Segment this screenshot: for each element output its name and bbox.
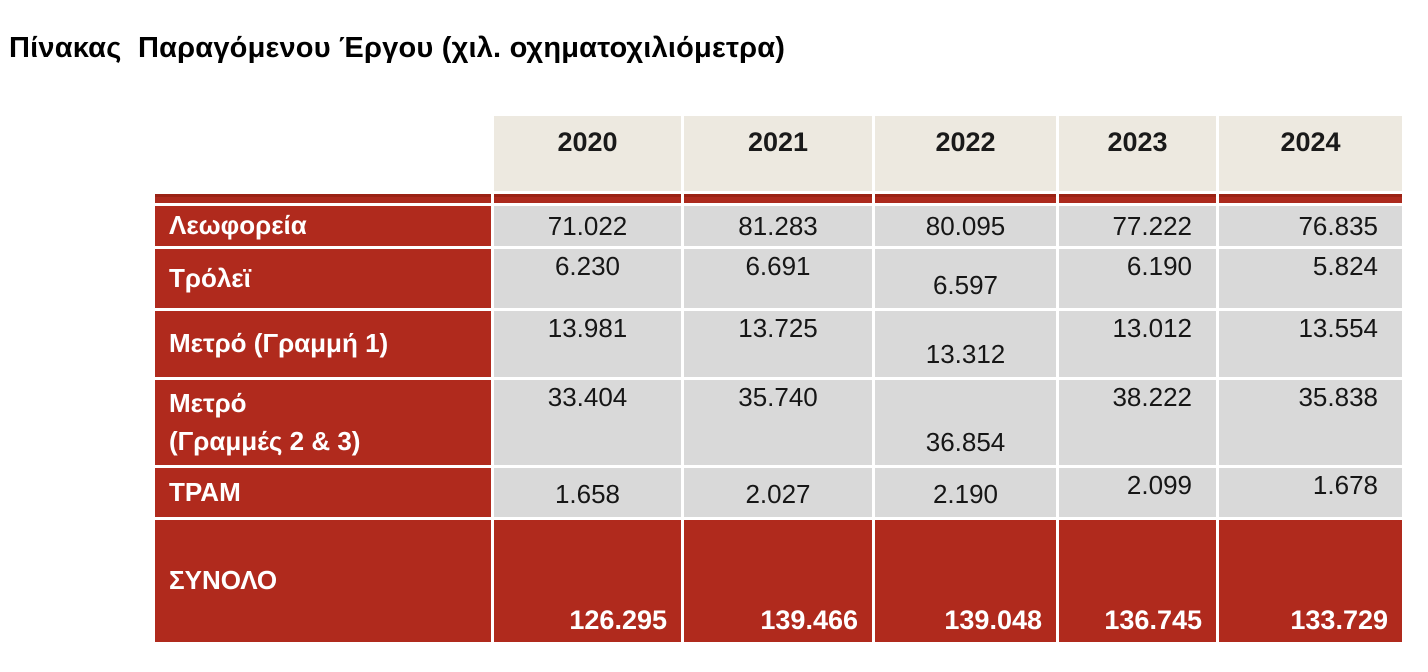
value-cell: 6.691 — [684, 249, 872, 308]
table-row-metro-lines23: Μετρό (Γραμμές 2 & 3) 33.404 35.740 36.8… — [155, 380, 1402, 465]
total-value-cell: 139.466 — [684, 520, 872, 642]
total-label: ΣΥΝΟΛΟ — [155, 520, 491, 642]
value-cell: 13.725 — [684, 311, 872, 377]
divider-bar-segment — [684, 194, 872, 203]
year-header: 2021 — [684, 116, 872, 191]
value-cell: 1.658 — [494, 468, 681, 517]
value-cell: 35.838 — [1219, 380, 1402, 465]
year-header: 2020 — [494, 116, 681, 191]
value-cell: 2.027 — [684, 468, 872, 517]
divider-bar-segment — [1219, 194, 1402, 203]
total-value-cell: 126.295 — [494, 520, 681, 642]
divider-bar — [155, 194, 1402, 203]
value-cell: 6.230 — [494, 249, 681, 308]
row-label: ΤΡΑΜ — [155, 468, 491, 517]
value-cell: 13.554 — [1219, 311, 1402, 377]
total-value-cell: 139.048 — [875, 520, 1056, 642]
year-header-row: 2020 2021 2022 2023 2024 — [155, 116, 1402, 191]
value-cell: 5.824 — [1219, 249, 1402, 308]
value-cell: 36.854 — [875, 380, 1056, 465]
value-cell: 33.404 — [494, 380, 681, 465]
value-cell: 6.190 — [1059, 249, 1216, 308]
header-spacer-cell — [155, 116, 491, 191]
value-cell: 80.095 — [875, 206, 1056, 246]
value-cell: 13.981 — [494, 311, 681, 377]
page-title: Πίνακας Παραγόμενου Έργου (χιλ. οχηματοχ… — [9, 32, 786, 64]
value-cell: 2.099 — [1059, 468, 1216, 517]
table-row-total: ΣΥΝΟΛΟ 126.295 139.466 139.048 136.745 1… — [155, 520, 1402, 642]
production-table: 2020 2021 2022 2023 2024 Λεωφορεία 71.02… — [152, 113, 1405, 645]
year-header: 2023 — [1059, 116, 1216, 191]
table-row-trolleys: Τρόλεϊ 6.230 6.691 6.597 6.190 5.824 — [155, 249, 1402, 308]
row-label: Μετρό (Γραμμές 2 & 3) — [155, 380, 491, 465]
table-row-buses: Λεωφορεία 71.022 81.283 80.095 77.222 76… — [155, 206, 1402, 246]
table-row-metro-line1: Μετρό (Γραμμή 1) 13.981 13.725 13.312 13… — [155, 311, 1402, 377]
row-label: Τρόλεϊ — [155, 249, 491, 308]
value-cell: 38.222 — [1059, 380, 1216, 465]
total-value-cell: 136.745 — [1059, 520, 1216, 642]
row-label: Λεωφορεία — [155, 206, 491, 246]
divider-bar-segment — [155, 194, 491, 203]
year-header: 2022 — [875, 116, 1056, 191]
year-header: 2024 — [1219, 116, 1402, 191]
row-label: Μετρό (Γραμμή 1) — [155, 311, 491, 377]
divider-bar-segment — [494, 194, 681, 203]
value-cell: 13.312 — [875, 311, 1056, 377]
value-cell: 35.740 — [684, 380, 872, 465]
total-value-cell: 133.729 — [1219, 520, 1402, 642]
value-cell: 81.283 — [684, 206, 872, 246]
value-cell: 1.678 — [1219, 468, 1402, 517]
value-cell: 76.835 — [1219, 206, 1402, 246]
divider-bar-segment — [875, 194, 1056, 203]
value-cell: 6.597 — [875, 249, 1056, 308]
value-cell: 13.012 — [1059, 311, 1216, 377]
value-cell: 71.022 — [494, 206, 681, 246]
value-cell: 2.190 — [875, 468, 1056, 517]
value-cell: 77.222 — [1059, 206, 1216, 246]
divider-bar-segment — [1059, 194, 1216, 203]
table-row-tram: ΤΡΑΜ 1.658 2.027 2.190 2.099 1.678 — [155, 468, 1402, 517]
